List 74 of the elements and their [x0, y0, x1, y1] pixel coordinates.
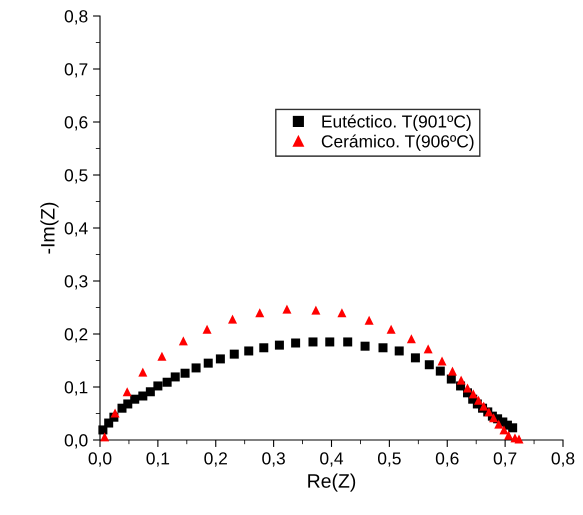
point — [153, 381, 162, 390]
point — [337, 308, 346, 318]
y-tick-label: 0,8 — [64, 10, 88, 25]
point — [448, 366, 457, 376]
legend-label: Cerámico. T(906ºC) — [322, 134, 474, 151]
point — [514, 434, 524, 444]
point — [394, 346, 404, 356]
x-tick-label: 0,7 — [494, 452, 516, 467]
point — [438, 356, 447, 366]
point — [436, 366, 445, 376]
point — [228, 314, 238, 324]
legend-label: Eutéctico. T(901ºC) — [322, 114, 471, 132]
point — [446, 374, 456, 384]
point — [202, 324, 212, 334]
point — [406, 334, 416, 344]
point — [311, 306, 320, 315]
point — [100, 432, 110, 442]
x-tick-label: 0,2 — [204, 452, 227, 467]
x-tick-label: 0,3 — [262, 452, 285, 467]
point — [364, 316, 374, 325]
point — [230, 350, 239, 359]
y-tick-label: 0,7 — [64, 63, 88, 78]
point — [130, 394, 140, 404]
point — [308, 337, 318, 346]
point — [192, 363, 201, 372]
point — [146, 387, 155, 396]
point — [178, 336, 188, 346]
x-tick-label: 0,5 — [378, 452, 401, 467]
point — [255, 308, 264, 318]
point — [244, 346, 254, 356]
y-axis-title: -Im(Z) — [40, 202, 58, 254]
point — [463, 384, 472, 393]
point — [468, 389, 478, 398]
point — [378, 343, 388, 352]
y-tick-label: 0,1 — [64, 381, 88, 396]
point — [386, 324, 396, 334]
point — [138, 392, 148, 401]
y-tick-label: 0,0 — [64, 434, 88, 449]
x-tick-label: 0,1 — [146, 452, 170, 467]
point — [474, 396, 484, 405]
x-tick-label: 0,6 — [436, 452, 459, 467]
point — [424, 360, 434, 370]
point — [424, 344, 433, 354]
point — [291, 338, 300, 348]
point — [259, 343, 268, 352]
point — [122, 387, 132, 396]
x-tick-label: 0,8 — [552, 452, 574, 467]
point — [456, 376, 466, 385]
point — [138, 368, 148, 377]
y-tick-label: 0,5 — [64, 169, 88, 184]
point — [504, 430, 514, 440]
point — [325, 337, 334, 346]
x-tick-label: 0,4 — [320, 452, 344, 467]
point — [204, 358, 213, 368]
y-tick-label: 0,4 — [64, 222, 88, 237]
point — [180, 368, 190, 378]
point — [110, 408, 120, 418]
point — [499, 425, 508, 434]
point — [494, 420, 504, 429]
point — [282, 304, 292, 314]
y-tick-label: 0,6 — [64, 116, 88, 131]
point — [508, 423, 518, 432]
point — [170, 372, 180, 382]
point — [157, 352, 166, 361]
point — [410, 353, 420, 362]
point — [274, 340, 284, 350]
point — [216, 354, 225, 364]
point — [360, 342, 370, 351]
x-axis-title: Re(Z) — [308, 474, 356, 492]
point — [343, 337, 352, 346]
y-tick-label: 0,3 — [64, 275, 88, 290]
y-tick-label: 0,2 — [64, 328, 88, 343]
x-tick-label: 0,0 — [88, 452, 112, 467]
point — [162, 378, 172, 387]
